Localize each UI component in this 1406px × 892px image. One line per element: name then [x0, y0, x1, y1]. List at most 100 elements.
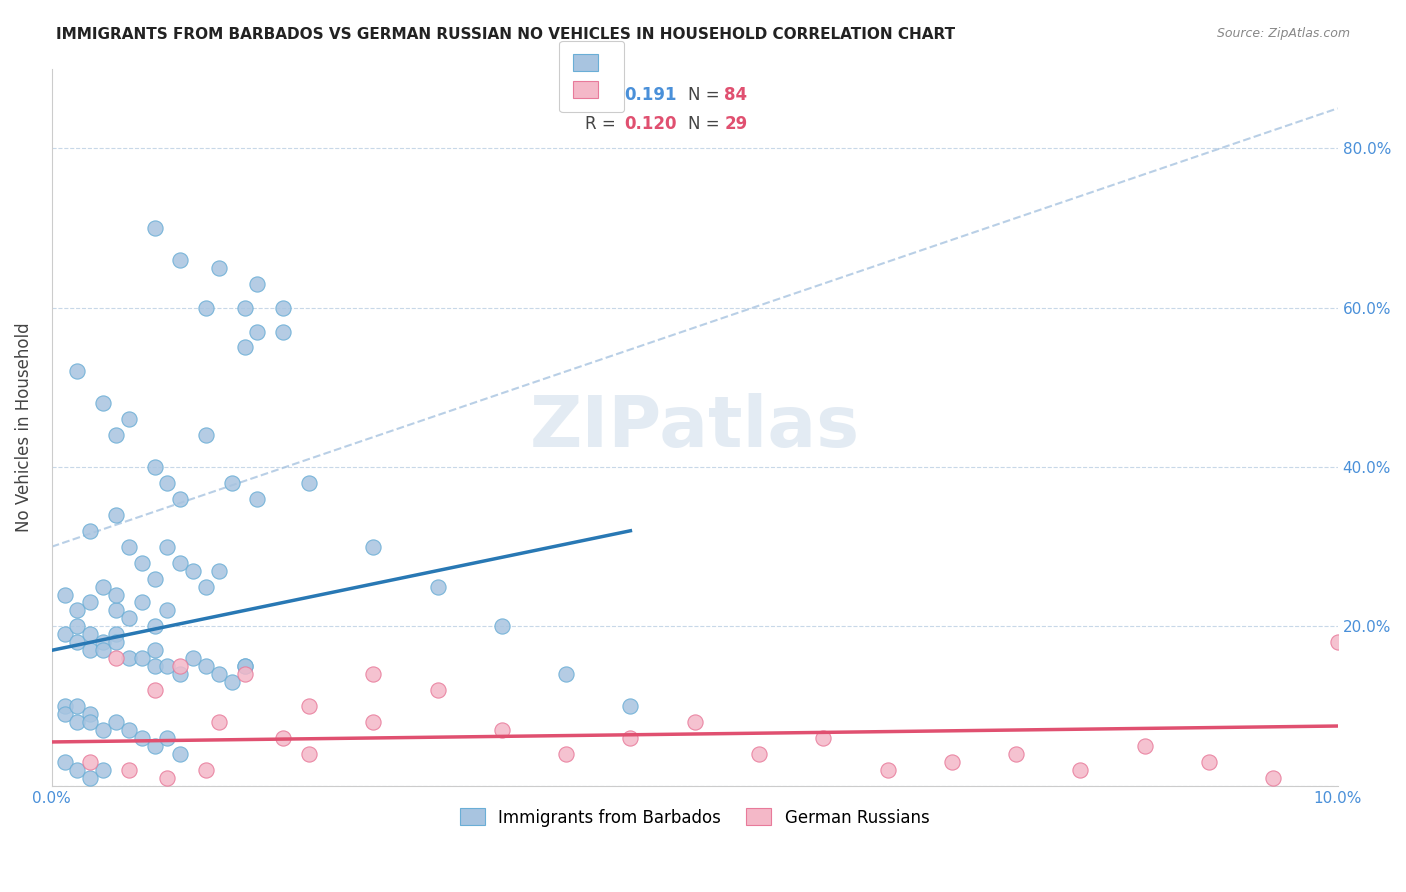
- Point: [105, 627, 128, 641]
- Point: [156, 540, 179, 554]
- Point: [66, 699, 89, 714]
- Point: [143, 643, 166, 657]
- Point: [233, 659, 256, 673]
- Point: [131, 595, 153, 609]
- Point: [426, 580, 449, 594]
- Text: N =: N =: [689, 115, 725, 133]
- Point: [143, 460, 166, 475]
- Point: [233, 659, 256, 673]
- Point: [491, 723, 513, 737]
- Point: [143, 683, 166, 698]
- Point: [169, 252, 191, 267]
- Point: [79, 595, 101, 609]
- Point: [233, 667, 256, 681]
- Point: [79, 771, 101, 785]
- Point: [1005, 747, 1028, 761]
- Point: [683, 714, 706, 729]
- Y-axis label: No Vehicles in Household: No Vehicles in Household: [15, 322, 32, 532]
- Point: [619, 699, 641, 714]
- Point: [169, 747, 191, 761]
- Point: [66, 763, 89, 777]
- Point: [118, 723, 141, 737]
- Point: [491, 619, 513, 633]
- Point: [91, 635, 114, 649]
- Point: [131, 731, 153, 745]
- Point: [181, 651, 204, 665]
- Point: [105, 603, 128, 617]
- Point: [79, 524, 101, 538]
- Point: [143, 619, 166, 633]
- Point: [195, 659, 218, 673]
- Text: Source: ZipAtlas.com: Source: ZipAtlas.com: [1216, 27, 1350, 40]
- Point: [53, 587, 76, 601]
- Text: R =: R =: [585, 87, 621, 104]
- Point: [208, 714, 231, 729]
- Point: [79, 643, 101, 657]
- Point: [91, 396, 114, 410]
- Point: [131, 651, 153, 665]
- Point: [208, 260, 231, 275]
- Point: [1069, 763, 1091, 777]
- Point: [105, 428, 128, 442]
- Point: [131, 556, 153, 570]
- Point: [246, 491, 269, 506]
- Point: [208, 667, 231, 681]
- Point: [876, 763, 898, 777]
- Text: 0.120: 0.120: [624, 115, 676, 133]
- Point: [426, 683, 449, 698]
- Point: [91, 643, 114, 657]
- Point: [53, 699, 76, 714]
- Point: [1326, 635, 1348, 649]
- Point: [156, 475, 179, 490]
- Point: [298, 747, 321, 761]
- Point: [169, 556, 191, 570]
- Point: [91, 763, 114, 777]
- Point: [143, 659, 166, 673]
- Text: N =: N =: [689, 87, 725, 104]
- Point: [53, 627, 76, 641]
- Point: [208, 564, 231, 578]
- Text: IMMIGRANTS FROM BARBADOS VS GERMAN RUSSIAN NO VEHICLES IN HOUSEHOLD CORRELATION : IMMIGRANTS FROM BARBADOS VS GERMAN RUSSI…: [56, 27, 955, 42]
- Point: [66, 603, 89, 617]
- Point: [169, 659, 191, 673]
- Point: [195, 428, 218, 442]
- Point: [555, 667, 578, 681]
- Point: [79, 707, 101, 722]
- Point: [156, 603, 179, 617]
- Point: [105, 651, 128, 665]
- Point: [66, 635, 89, 649]
- Point: [941, 755, 963, 769]
- Point: [246, 277, 269, 291]
- Point: [1198, 755, 1220, 769]
- Point: [169, 667, 191, 681]
- Point: [181, 564, 204, 578]
- Text: 0.191: 0.191: [624, 87, 676, 104]
- Point: [91, 723, 114, 737]
- Text: R =: R =: [585, 115, 621, 133]
- Point: [53, 707, 76, 722]
- Point: [66, 619, 89, 633]
- Point: [79, 714, 101, 729]
- Point: [156, 731, 179, 745]
- Point: [195, 763, 218, 777]
- Point: [195, 580, 218, 594]
- Point: [195, 301, 218, 315]
- Point: [619, 731, 641, 745]
- Legend: Immigrants from Barbados, German Russians: Immigrants from Barbados, German Russian…: [451, 800, 938, 835]
- Point: [156, 659, 179, 673]
- Point: [271, 731, 294, 745]
- Point: [79, 755, 101, 769]
- Point: [105, 635, 128, 649]
- Point: [233, 301, 256, 315]
- Point: [53, 755, 76, 769]
- Point: [66, 364, 89, 378]
- Point: [91, 580, 114, 594]
- Point: [361, 714, 384, 729]
- Point: [271, 325, 294, 339]
- Point: [143, 572, 166, 586]
- Point: [105, 587, 128, 601]
- Point: [1133, 739, 1156, 753]
- Point: [143, 221, 166, 235]
- Point: [246, 325, 269, 339]
- Point: [361, 667, 384, 681]
